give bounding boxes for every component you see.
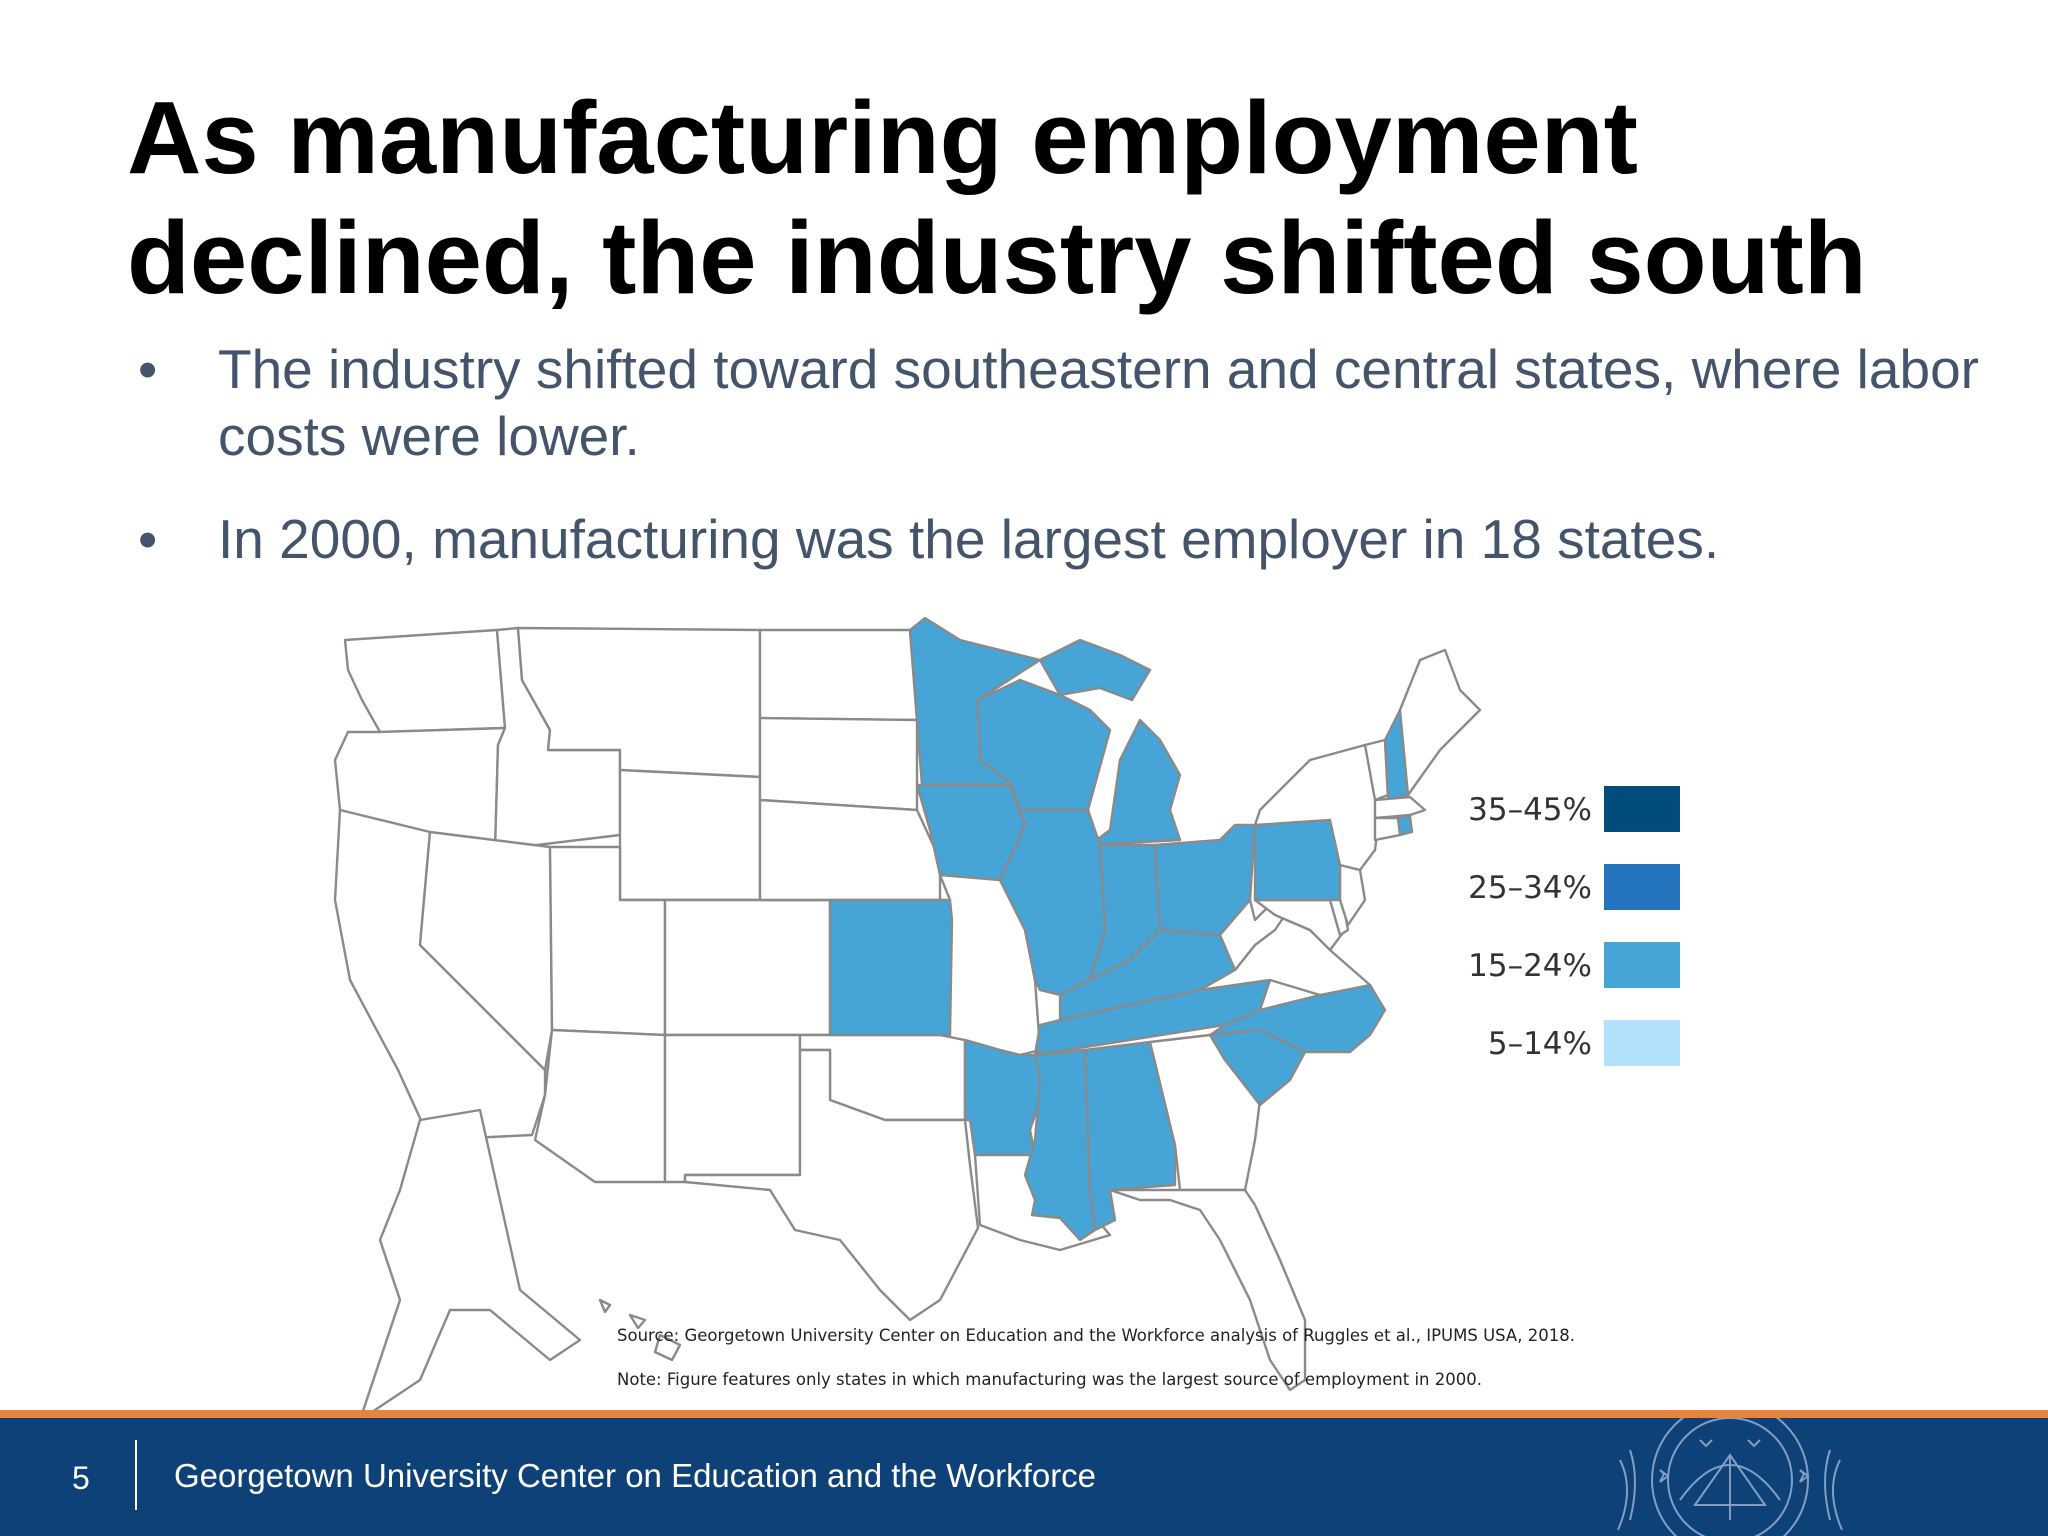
bullet-item: • In 2000, manufacturing was the largest… [138, 506, 1998, 573]
bullet-marker: • [138, 508, 158, 570]
state-hawaii [598, 1298, 682, 1362]
state-michigan[interactable] [1088, 718, 1182, 847]
title-line-2: declined, the industry shifted south [127, 200, 1867, 315]
state-nebraska [758, 798, 942, 902]
state-alaska [362, 1108, 582, 1410]
state-connecticut [1373, 816, 1402, 842]
state-massachusetts [1373, 795, 1427, 820]
state-kansas[interactable] [828, 898, 954, 1037]
legend-row: 15–24% [1430, 942, 1680, 988]
us-map [333, 616, 1482, 1410]
state-rhode-island[interactable] [1396, 814, 1414, 837]
map-note: Note: Figure features only states in whi… [617, 1370, 1482, 1389]
page-number: 5 [72, 1460, 90, 1496]
state-north-carolina[interactable] [1208, 983, 1387, 1054]
state-north-dakota [758, 628, 919, 722]
bullet-list: • The industry shifted toward southeaste… [138, 336, 1998, 609]
legend-row: 5–14% [1430, 1020, 1680, 1066]
bullet-item: • The industry shifted toward southeaste… [138, 336, 1998, 470]
legend-label: 25–34% [1468, 870, 1592, 906]
state-new-york [1253, 743, 1382, 872]
state-nevada [418, 830, 554, 1072]
state-new-mexico [663, 1033, 802, 1184]
state-illinois[interactable] [998, 808, 1107, 997]
footer-divider [135, 1440, 137, 1510]
map-source: Source: Georgetown University Center on … [617, 1326, 1575, 1345]
bullet-text: In 2000, manufacturing was the largest e… [218, 508, 1720, 570]
legend-swatch [1604, 864, 1680, 910]
footer-org-name: Georgetown University Center on Educatio… [174, 1457, 1097, 1494]
state-texas [683, 1048, 980, 1322]
slide-title: As manufacturing employment declined, th… [127, 78, 1947, 318]
state-wisconsin[interactable] [976, 678, 1112, 812]
legend-label: 35–45% [1468, 792, 1592, 828]
title-line-1: As manufacturing employment [127, 80, 1638, 195]
us-map-panel [320, 600, 1500, 1410]
state-maine [1398, 648, 1482, 797]
state-colorado [663, 898, 832, 1037]
legend-label: 5–14% [1487, 1026, 1592, 1062]
state-michigan-upper[interactable] [1038, 638, 1152, 702]
state-washington [343, 628, 507, 734]
bullet-marker: • [138, 338, 158, 400]
state-florida [1108, 1188, 1307, 1392]
footer-rule [0, 1410, 2048, 1418]
state-pennsylvania[interactable] [1253, 818, 1342, 902]
legend-row: 25–34% [1430, 864, 1680, 910]
legend-swatch [1604, 942, 1680, 988]
bullet-text: The industry shifted toward southeastern… [218, 338, 1979, 467]
state-wyoming [618, 768, 762, 902]
legend-swatch [1604, 1020, 1680, 1066]
footer-bar: 5 Georgetown University Center on Educat… [0, 1418, 2048, 1536]
legend-swatch [1604, 786, 1680, 832]
legend-label: 15–24% [1468, 948, 1592, 984]
university-seal-icon [1617, 1418, 1843, 1536]
state-arizona [533, 1028, 667, 1184]
legend-row: 35–45% [1430, 786, 1680, 832]
state-south-dakota [758, 716, 919, 812]
state-tennessee[interactable] [1033, 978, 1272, 1057]
